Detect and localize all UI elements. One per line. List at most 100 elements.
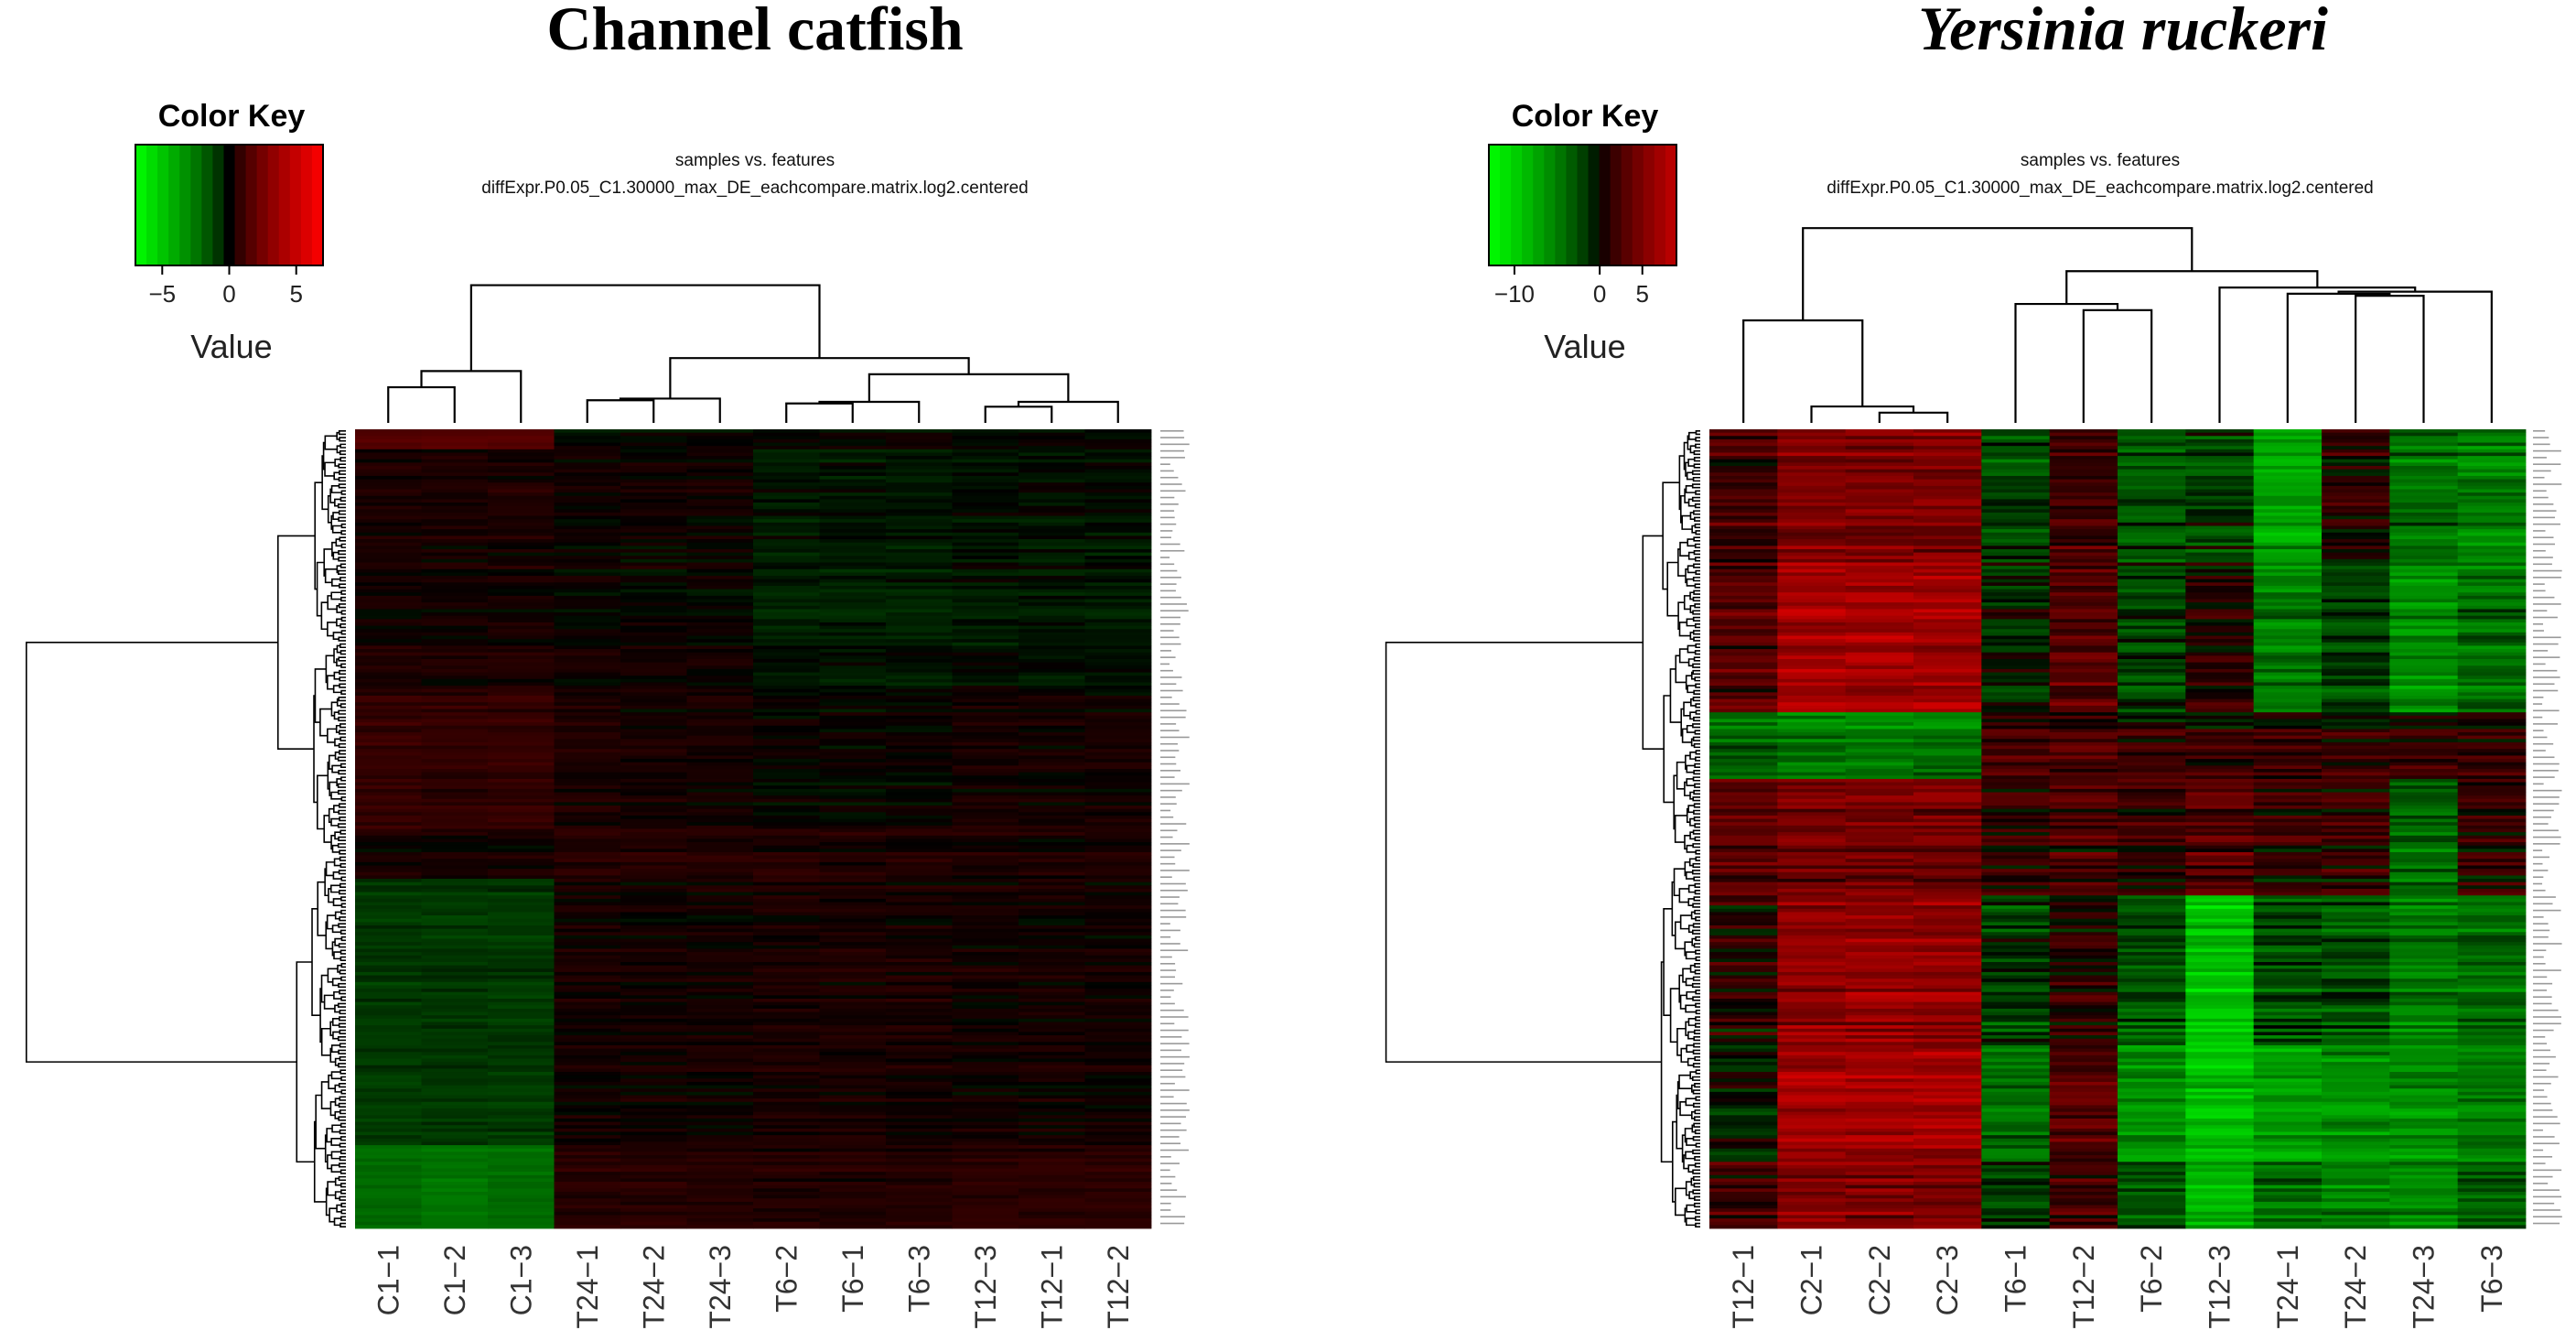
row-dendrogram-branch [340,671,346,675]
heatmap-cell [886,972,953,976]
heatmap-cell [1019,643,1085,646]
heatmap-cell [555,553,621,557]
row-dendrogram-branch [322,1082,331,1108]
heatmap-cell [422,439,489,443]
heatmap-cell [422,1009,489,1012]
heatmap-cell [1085,556,1152,559]
heatmap-cell [953,799,1019,803]
heatmap-cell [687,822,754,826]
heatmap-cell [620,1139,687,1142]
heatmap-cell [355,499,422,503]
heatmap-cell [1777,749,1846,752]
heatmap-cell [2118,503,2186,506]
row-label-mark [1160,1203,1171,1205]
heatmap-cell [886,569,953,573]
heatmap-cell [1777,665,1846,669]
heatmap-cell [355,616,422,620]
heatmap-cell [886,682,953,686]
heatmap-cell [1085,1005,1152,1009]
heatmap-cell [1981,643,2050,646]
heatmap-cell [687,1212,754,1216]
heatmap-cell [2254,692,2323,696]
heatmap-cell [488,885,555,889]
heatmap-cell [2185,499,2254,503]
row-dendrogram-branch [340,1143,346,1147]
heatmap-cell [753,889,820,892]
row-label-mark [1160,597,1181,599]
heatmap-cell [2050,523,2118,526]
heatmap-cell [1019,539,1085,543]
heatmap-cell [886,765,953,769]
row-dendrogram-branch [340,644,346,648]
heatmap-cell [1085,1045,1152,1049]
heatmap-cell [2185,586,2254,589]
heatmap-cell [355,1122,422,1126]
heatmap-cell [355,1112,422,1116]
heatmap-cell [2050,533,2118,536]
row-dendrogram-branch [1695,1196,1700,1200]
heatmap-cell [488,663,555,666]
heatmap-cell [1913,673,1982,676]
heatmap-cell [2185,686,2254,689]
heatmap-cell [1846,452,1914,456]
heatmap-cell [1019,492,1085,496]
heatmap-cell [886,716,953,719]
heatmap-cell [1019,1165,1085,1169]
heatmap-cell [488,706,555,709]
heatmap-cell [355,1098,422,1102]
heatmap-cell [2322,566,2390,569]
row-dendrogram-branch [340,724,346,728]
heatmap-cell [953,533,1019,536]
heatmap-cell [422,905,489,909]
heatmap-cell [1913,802,1982,806]
heatmap-cell [2185,665,2254,669]
heatmap-cell [355,1005,422,1009]
heatmap-cell [820,1135,887,1139]
heatmap-cell [2389,629,2458,633]
heatmap-cell [820,429,887,433]
heatmap-cell [953,806,1019,809]
heatmap-cell [355,636,422,640]
heatmap-cell [2254,622,2323,626]
heatmap-cell [488,523,555,526]
heatmap-cell [555,1072,621,1076]
color-key-swatch [146,145,158,265]
heatmap-cell [422,1015,489,1019]
heatmap-cell [2389,472,2458,476]
heatmap-cell [1085,736,1152,740]
heatmap-cell [620,966,687,969]
heatmap-cell [687,686,754,689]
heatmap-cell [555,1009,621,1012]
heatmap-cell [820,506,887,510]
heatmap-cell [2185,795,2254,799]
heatmap-cell [1777,722,1846,726]
heatmap-cell [886,702,953,706]
heatmap-cell [1846,643,1914,646]
row-label-mark [1160,477,1178,479]
heatmap-cell [953,1086,1019,1089]
heatmap-cell [953,1195,1019,1199]
heatmap-cell [2185,716,2254,719]
heatmap-cell [687,673,754,676]
heatmap-cell [820,1129,887,1132]
heatmap-cell [2118,519,2186,523]
row-dendrogram-branch [1696,624,1700,628]
heatmap-cell [355,626,422,630]
row-dendrogram-branch [1695,824,1700,827]
heatmap-cell [1981,746,2050,750]
heatmap-cell [1019,676,1085,679]
heatmap-cell [1981,569,2050,573]
heatmap-cell [886,912,953,915]
heatmap-cell [1019,905,1085,909]
heatmap-cell [1709,716,1778,719]
heatmap-cell [1085,1132,1152,1136]
heatmap-cell [1913,519,1982,523]
heatmap-cell [820,492,887,496]
heatmap-cell [620,586,687,589]
heatmap-cell [753,1125,820,1129]
heatmap-cell [620,1212,687,1216]
heatmap-cell [422,612,489,616]
row-dendrogram-branch [339,718,346,721]
heatmap-cell [687,643,754,646]
heatmap-cell [555,579,621,583]
